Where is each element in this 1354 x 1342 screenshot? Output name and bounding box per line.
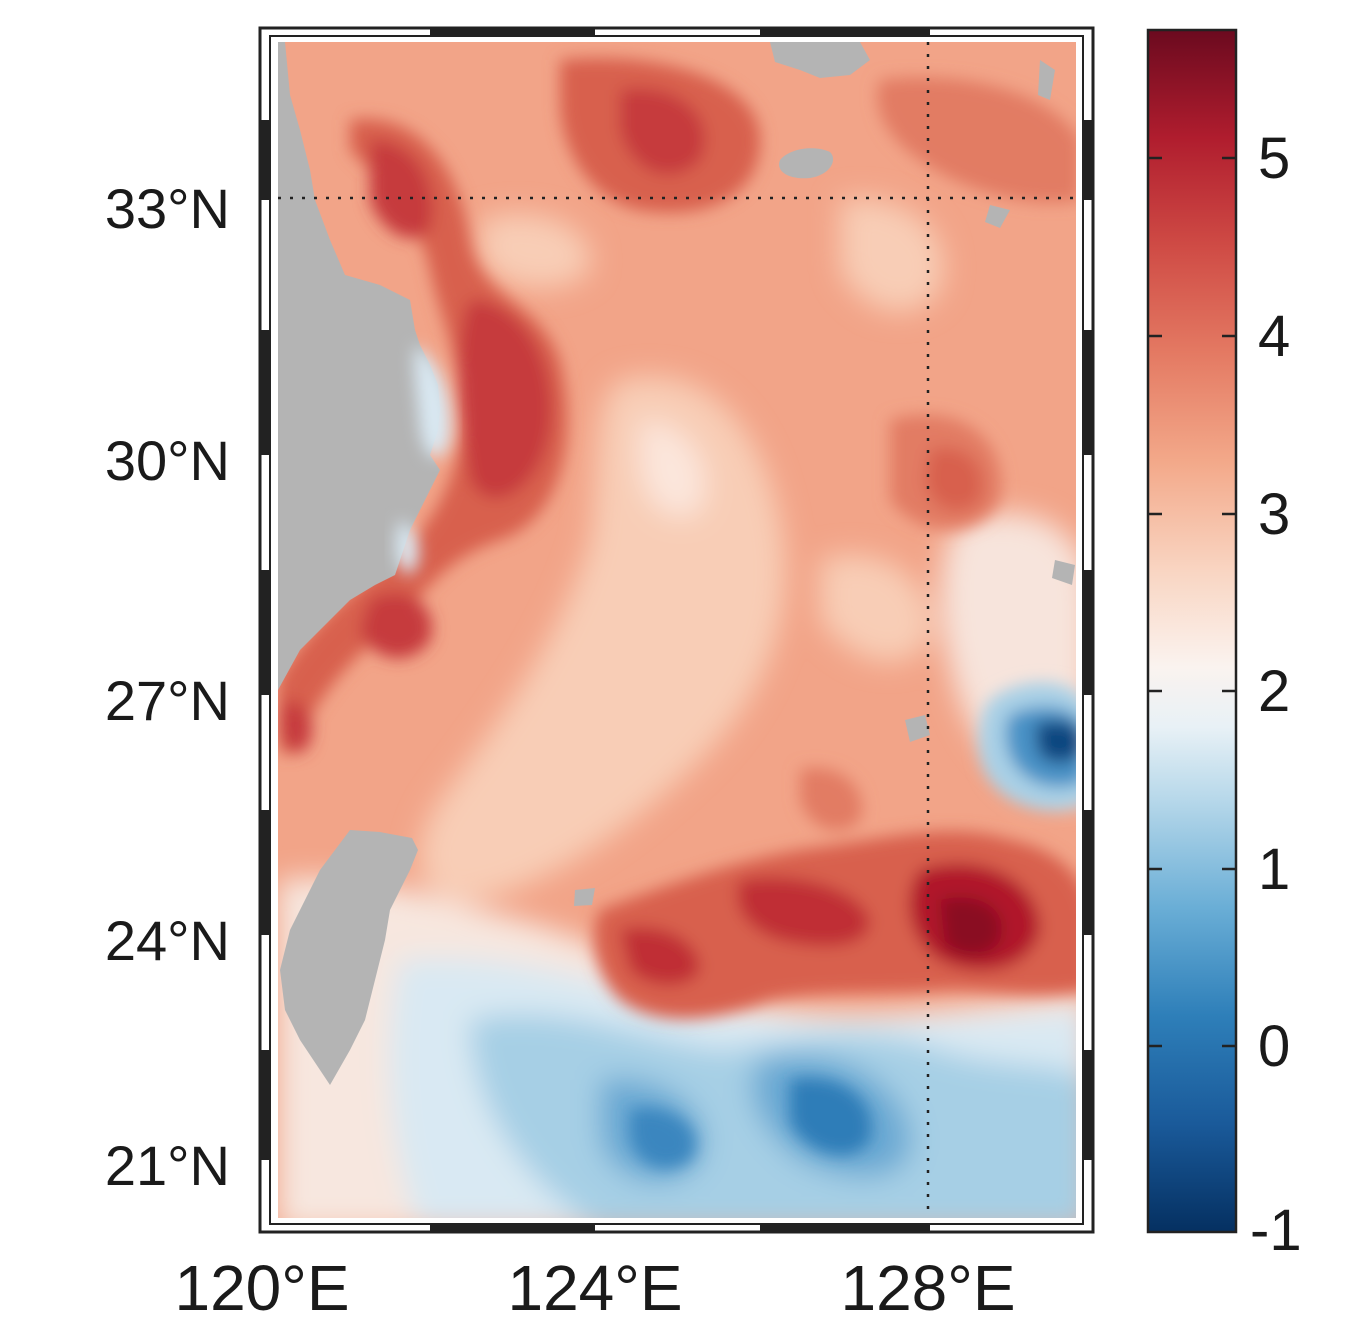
- land-jeju: [779, 148, 834, 179]
- colorbar: 5 4 3 2 1 0 -1: [1146, 28, 1302, 1263]
- colorbar-label-2: 2: [1258, 659, 1290, 724]
- lon-label-120E: 120°E: [174, 1252, 349, 1324]
- land-taiwan: [280, 830, 418, 1085]
- lon-tick-labels: 120°E 124°E 128°E: [174, 1252, 1015, 1324]
- colorbar-gradient: [1146, 28, 1238, 1234]
- colorbar-label-neg1: -1: [1250, 1198, 1302, 1263]
- colorbar-tick-labels: 5 4 3 2 1 0 -1: [1250, 126, 1302, 1263]
- lat-label-33N: 33°N: [105, 177, 230, 240]
- colorbar-ticks: [1148, 156, 1236, 1048]
- lon-label-128E: 128°E: [840, 1252, 1015, 1324]
- lat-label-30N: 30°N: [105, 429, 230, 492]
- lat-label-27N: 27°N: [105, 669, 230, 732]
- frame-ticks: [260, 28, 1093, 1232]
- colorbar-label-4: 4: [1258, 304, 1290, 369]
- lat-tick-labels: 33°N 30°N 27°N 24°N 21°N: [105, 177, 230, 1197]
- lon-label-124E: 124°E: [507, 1252, 682, 1324]
- colorbar-label-1: 1: [1258, 837, 1290, 902]
- lat-label-24N: 24°N: [105, 909, 230, 972]
- colorbar-label-0: 0: [1258, 1014, 1290, 1079]
- colorbar-label-5: 5: [1258, 126, 1290, 191]
- anomaly-field: [278, 42, 1076, 1218]
- colorbar-label-3: 3: [1258, 482, 1290, 547]
- lat-label-21N: 21°N: [105, 1134, 230, 1197]
